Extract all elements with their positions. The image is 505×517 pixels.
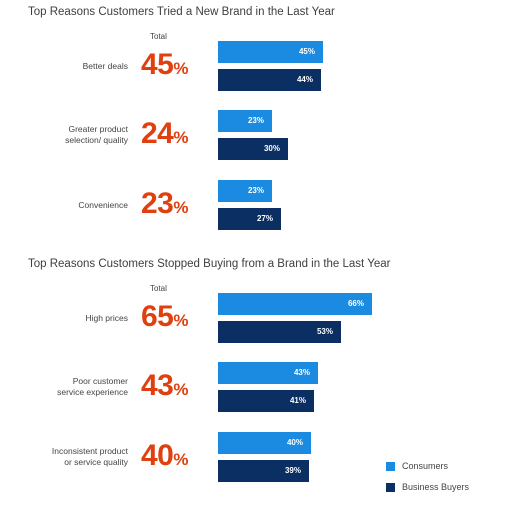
bar-business-buyers: 27% [218,208,281,230]
bar-consumers: 43% [218,362,318,384]
total-percent-sign: % [173,128,189,147]
bar-business-buyers: 39% [218,460,309,482]
bar-consumers: 40% [218,432,311,454]
total-value: 43% [141,371,189,405]
bar-value-label: 40% [286,438,303,447]
category-label: Greater product selection/ quality [8,124,128,146]
bar-value-label: 53% [316,327,333,336]
bar-value-label: 23% [247,186,264,195]
bar-business-buyers: 44% [218,69,321,91]
bar-value-label: 23% [247,116,264,125]
category-label: Poor customer service experience [8,376,128,398]
total-percent-sign: % [173,59,189,78]
bar-consumers: 23% [218,180,272,202]
chart-title: Top Reasons Customers Tried a New Brand … [28,6,335,18]
legend-label-business-buyers: Business Buyers [402,482,470,492]
bar-value-label: 44% [296,75,313,84]
bar-value-label: 27% [256,214,273,223]
category-label-line: service experience [57,387,128,397]
bar-value-label: 43% [293,368,310,377]
total-number: 40 [141,439,174,472]
bar-value-label: 39% [284,466,301,475]
total-number: 24 [141,117,174,150]
bar-business-buyers: 41% [218,390,314,412]
total-column-header: Total [150,284,167,293]
total-value: 24% [141,119,189,153]
chart-title: Top Reasons Customers Stopped Buying fro… [28,258,391,270]
total-percent-sign: % [173,380,189,399]
total-value: 65% [141,302,189,336]
legend-item-business-buyers: Business Buyers [386,482,469,492]
bar-value-label: 45% [298,47,315,56]
legend-swatch-consumers [386,461,395,471]
category-label-line: Better deals [82,60,128,71]
bar-value-label: 66% [347,299,364,308]
bar-business-buyers: 30% [218,138,288,160]
bar-value-label: 30% [263,144,280,153]
total-percent-sign: % [173,198,189,217]
total-percent-sign: % [173,450,189,469]
total-number: 65 [141,300,174,333]
total-column-header: Total [150,32,167,41]
category-label-line: or service quality [64,457,128,467]
total-value: 23% [141,189,189,223]
total-percent-sign: % [173,311,189,330]
total-value: 40% [141,441,189,475]
bar-business-buyers: 53% [218,321,341,343]
category-label-line: High prices [85,312,128,323]
category-label-line: Poor customer [72,376,128,386]
total-number: 45 [141,48,174,81]
total-number: 23 [141,187,174,220]
category-label-line: Greater product [68,124,128,134]
legend-swatch-business-buyers [386,482,395,492]
total-value: 45% [141,50,189,84]
category-label: Inconsistent product or service quality [8,446,128,468]
category-label-line: selection/ quality [65,135,128,145]
category-label: Convenience [8,200,128,211]
total-number: 43 [141,369,174,402]
legend-label-consumers: Consumers [402,461,449,471]
category-label-line: Convenience [78,199,128,210]
category-label: Better deals [8,61,128,72]
bar-consumers: 66% [218,293,372,315]
category-label: High prices [8,313,128,324]
bar-consumers: 45% [218,41,323,63]
category-label-line: Inconsistent product [51,446,128,456]
bar-consumers: 23% [218,110,272,132]
bar-value-label: 41% [289,396,306,405]
legend-item-consumers: Consumers [386,461,448,471]
